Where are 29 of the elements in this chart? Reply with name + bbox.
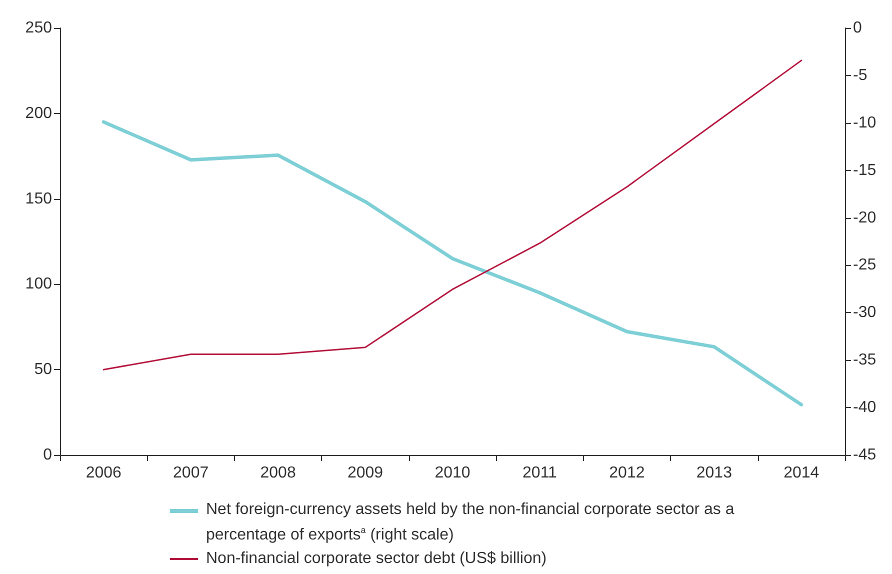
y2-tick-label: -30 bbox=[853, 304, 876, 322]
y-tick-label: 150 bbox=[25, 190, 52, 208]
legend-label: Non-financial corporate sector debt (US$ billion) bbox=[206, 549, 548, 570]
y-tick-label: 200 bbox=[25, 104, 52, 122]
x-tick-label: 2006 bbox=[86, 464, 122, 482]
y2-tick-label: -45 bbox=[853, 446, 876, 464]
x-tick-label: 2014 bbox=[784, 464, 820, 482]
x-tick-label: 2013 bbox=[696, 464, 732, 482]
y2-tick-label: -15 bbox=[853, 162, 876, 179]
y-tick-label: 250 bbox=[25, 20, 52, 36]
y2-tick-label: -25 bbox=[853, 256, 876, 274]
y2-tick-label: -20 bbox=[853, 209, 876, 226]
y-tick-label: 50 bbox=[34, 361, 52, 378]
y-tick-label: 100 bbox=[25, 276, 52, 293]
x-tick-label: 2012 bbox=[609, 464, 645, 482]
line-series bbox=[102, 60, 802, 370]
legend-label: Net foreign-currency assets held by the non-financial corporate sector as a percentage of exports$^{a}$ (right scale) bbox=[206, 500, 736, 546]
y2-tick-label: -40 bbox=[853, 399, 876, 416]
x-tick-label: 2009 bbox=[347, 464, 384, 482]
y2-tick-label: 0 bbox=[853, 20, 862, 36]
y2-tick-label: -10 bbox=[853, 114, 876, 132]
x-tick-label: 2007 bbox=[173, 464, 209, 482]
x-tick-label: 2008 bbox=[260, 464, 296, 482]
y2-tick-label: -35 bbox=[853, 352, 876, 369]
line-series bbox=[102, 120, 804, 406]
y-tick-label: 0 bbox=[43, 446, 52, 464]
x-tick-label: 2011 bbox=[522, 464, 558, 482]
x-tick-label: 2010 bbox=[434, 464, 470, 482]
y2-tick-label: -5 bbox=[853, 66, 868, 84]
